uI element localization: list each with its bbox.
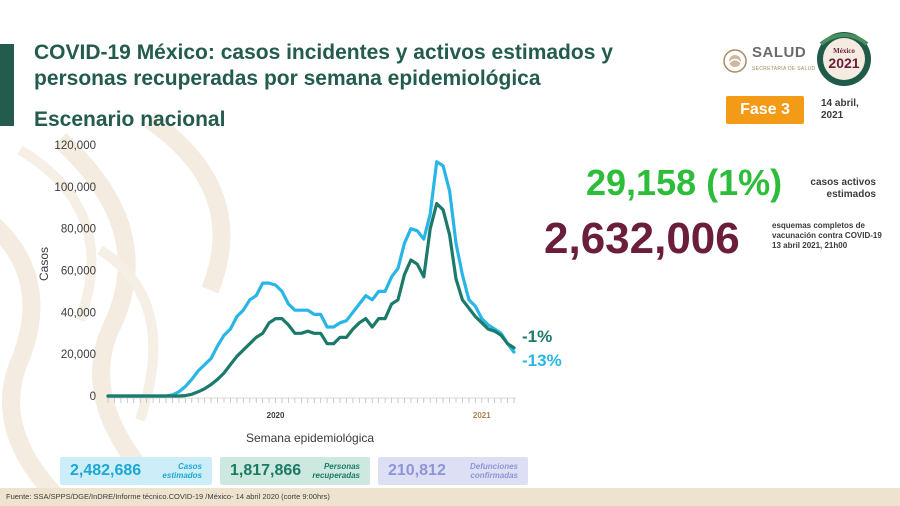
summary-recovered: 1,817,866 Personas recuperadas xyxy=(220,457,370,485)
x-axis-label: Semana epidemiológica xyxy=(246,431,374,445)
series-line xyxy=(106,202,516,398)
series-end-label: -1% xyxy=(522,327,552,346)
summary-label-line2: confirmadas xyxy=(470,471,518,480)
summary-label-line1: Personas xyxy=(323,462,360,471)
x-group-label: 2021 xyxy=(473,411,491,420)
salud-logo: SALUD SECRETARÍA DE SALUD xyxy=(722,44,816,76)
summary-value: 2,482,686 xyxy=(70,462,142,479)
summary-value: 210,812 xyxy=(388,462,446,479)
vaccination-label-date: 13 abril 2021, 21h00 xyxy=(772,241,848,250)
summary-label-line2: estimados xyxy=(162,471,202,480)
summary-label: Casos estimados xyxy=(162,462,202,480)
summary-deaths: 210,812 Defunciones confirmadas xyxy=(378,457,528,485)
page-subtitle: Escenario nacional xyxy=(34,108,226,131)
y-tick-label: 120,000 xyxy=(54,140,96,152)
x-group-label: 2020 xyxy=(267,411,285,420)
y-axis-label: Casos xyxy=(37,247,51,281)
y-tick-label: 40,000 xyxy=(61,307,96,319)
cases-line-chart: 020,00040,00060,00080,000100,000120,000 … xyxy=(37,140,562,445)
vaccination-value: 2,632,006 xyxy=(544,214,740,263)
salud-label: SALUD xyxy=(752,44,807,61)
summary-value: 1,817,866 xyxy=(230,462,302,479)
salud-small-label: SECRETARÍA DE SALUD xyxy=(752,66,816,72)
source-footer: Fuente: SSA/SPPS/DGE/InDRE/Informe técni… xyxy=(0,488,900,506)
vaccination-label-text: esquemas completos de vacunación contra … xyxy=(772,221,882,240)
report-date: 14 abril, 2021 xyxy=(821,98,859,121)
summary-label-line1: Defunciones xyxy=(469,462,518,471)
mexico-2021-logo: México 2021 xyxy=(817,32,871,86)
page-title: COVID-19 México: casos incidentes y acti… xyxy=(34,41,613,90)
summary-label-line2: recuperadas xyxy=(312,471,360,480)
series-end-label: -13% xyxy=(522,351,562,370)
title-accent-bar xyxy=(0,44,14,126)
y-tick-label: 0 xyxy=(90,391,96,403)
summary-label: Defunciones confirmadas xyxy=(470,462,518,480)
logo-text: México xyxy=(833,47,855,55)
x-axis-ticks: 2020 2021 xyxy=(106,397,516,420)
chart-series: -13% -1% xyxy=(106,160,562,398)
series-line xyxy=(106,160,516,398)
y-tick-label: 60,000 xyxy=(61,266,96,278)
y-axis: 0 20,000 40,000 60,000 80,000 100,000 120,000 xyxy=(54,140,96,403)
summary-label-line1: Casos xyxy=(177,462,202,471)
active-cases-value: 29,158 (1%) xyxy=(586,162,783,203)
logo-year: 2021 xyxy=(828,55,859,71)
y-tick-label: 80,000 xyxy=(61,224,96,236)
phase-badge: Fase 3 xyxy=(726,96,804,124)
summary-label: Personas recuperadas xyxy=(312,462,360,480)
summary-estimated-cases: 2,482,686 Casos estimados xyxy=(60,457,212,485)
y-tick-label: 20,000 xyxy=(61,349,96,361)
y-tick-label: 100,000 xyxy=(54,182,96,194)
mexico-seal-icon xyxy=(723,49,747,73)
vaccination-label: esquemas completos de vacunación contra … xyxy=(772,221,890,251)
active-cases-label: casos activos estimados xyxy=(810,177,876,200)
